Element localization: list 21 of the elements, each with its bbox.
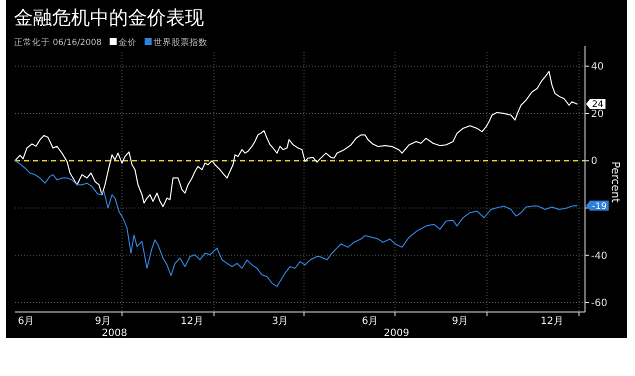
x-tick-label: 9月	[452, 316, 468, 327]
subtitle: 正常化于 06/16/2008	[14, 38, 102, 48]
x-tick-label: 9月	[94, 316, 112, 327]
x-tick-label: 3月	[272, 316, 288, 327]
annotation: 24	[592, 100, 604, 110]
legend-label: 金价	[118, 37, 137, 48]
y-tick-label: -60	[591, 298, 608, 310]
x-tick-label: 6月	[18, 316, 34, 327]
y-axis-title: Percent	[609, 161, 622, 204]
y-tick-label: 0	[591, 156, 598, 168]
title: 金融危机中的金价表现	[14, 7, 204, 29]
x-tick-label: 6月	[362, 316, 378, 327]
x-tick-label: 12月	[180, 316, 204, 327]
y-tick-label: 20	[591, 108, 604, 120]
y-tick-label: -40	[591, 250, 608, 262]
y-tick-label: 40	[591, 62, 604, 73]
text: 2008	[102, 328, 128, 339]
annotation: -19	[592, 202, 607, 212]
legend-label: 世界股票指数	[154, 37, 208, 48]
text: 2009	[384, 328, 410, 339]
x-tick-label: 12月	[540, 316, 564, 327]
